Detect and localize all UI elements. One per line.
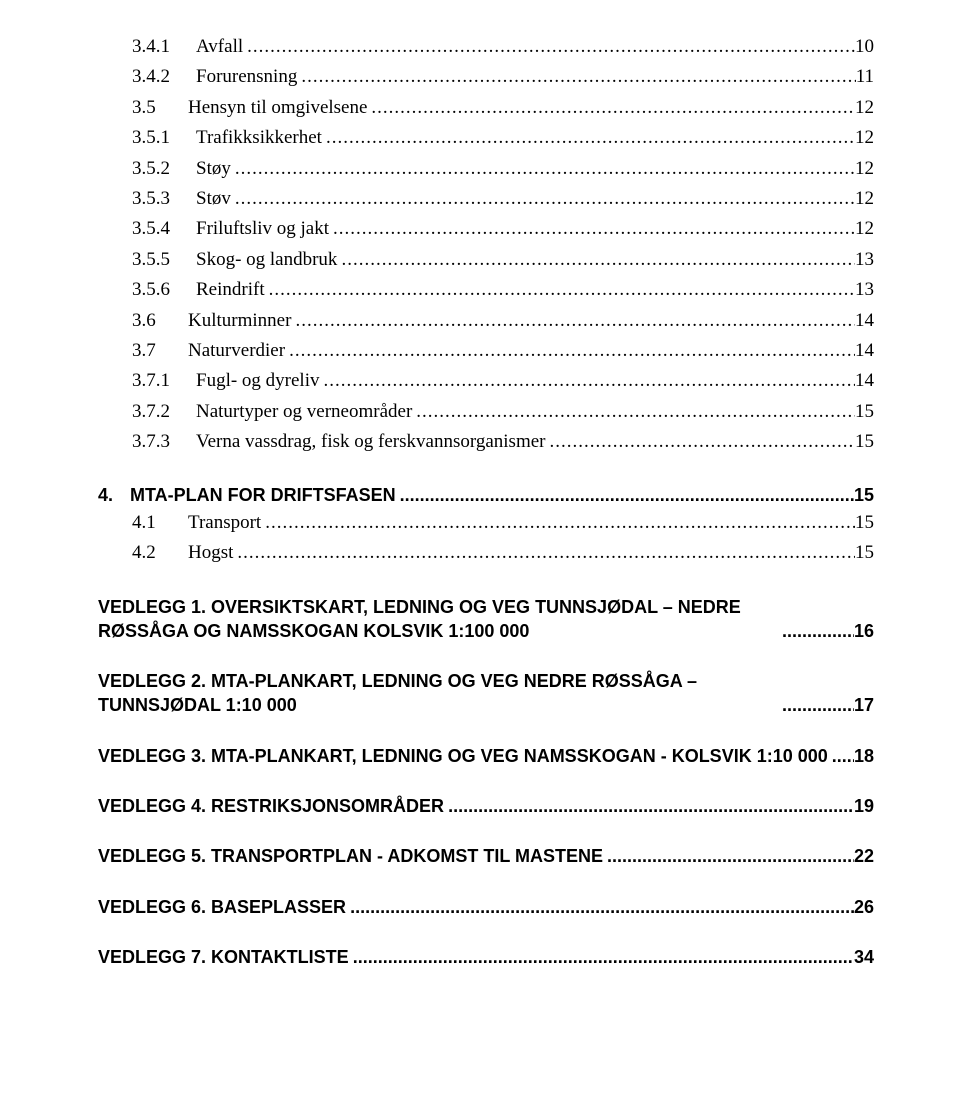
toc-label: 3.6Kulturminner xyxy=(98,306,291,336)
toc-leader xyxy=(322,123,855,153)
toc-entry: 3.5.1Trafikksikkerhet 12 xyxy=(98,123,874,153)
toc-label: 3.4.1Avfall xyxy=(98,32,243,62)
toc-entry: 3.5.5Skog- og landbruk 13 xyxy=(98,245,874,275)
toc-leader xyxy=(231,184,855,214)
toc-page-number: 15 xyxy=(854,483,874,507)
toc-leader xyxy=(337,245,855,275)
toc-page-number: 11 xyxy=(856,62,874,92)
toc-entry: 3.5.4Friluftsliv og jakt 12 xyxy=(98,214,874,244)
toc-leader xyxy=(778,619,854,643)
toc-page-number: 26 xyxy=(854,895,874,919)
toc-label: 3.5.4Friluftsliv og jakt xyxy=(98,214,329,244)
toc-entry: VEDLEGG 4. RESTRIKSJONSOMRÅDER 19 xyxy=(98,794,874,818)
toc-page-number: 16 xyxy=(854,619,874,643)
toc-label: 3.7.1Fugl- og dyreliv xyxy=(98,366,320,396)
toc-entry: 3.7.3Verna vassdrag, fisk og ferskvannso… xyxy=(98,427,874,457)
toc-page-number: 10 xyxy=(855,32,874,62)
toc-page-number: 15 xyxy=(855,427,874,457)
toc-leader xyxy=(828,744,854,768)
toc-label: 3.7Naturverdier xyxy=(98,336,285,366)
toc-label: 3.5.6Reindrift xyxy=(98,275,265,305)
toc-label: 3.5.5Skog- og landbruk xyxy=(98,245,337,275)
toc-leader xyxy=(320,366,856,396)
toc-page-number: 19 xyxy=(854,794,874,818)
toc-page-number: 14 xyxy=(855,366,874,396)
toc-leader xyxy=(349,945,854,969)
toc-label: VEDLEGG 4. RESTRIKSJONSOMRÅDER xyxy=(98,794,444,818)
toc-entry: 3.7.1Fugl- og dyreliv 14 xyxy=(98,366,874,396)
toc-entry: 3.7Naturverdier 14 xyxy=(98,336,874,366)
toc-page-number: 12 xyxy=(855,214,874,244)
toc-entry: VEDLEGG 5. TRANSPORTPLAN - ADKOMST TIL M… xyxy=(98,844,874,868)
toc-label: 4.1Transport xyxy=(98,508,261,538)
table-of-contents: 3.4.1Avfall103.4.2Forurensning113.5Hensy… xyxy=(98,32,874,969)
toc-label: 4.MTA-PLAN FOR DRIFTSFASEN xyxy=(98,483,396,507)
toc-entry: VEDLEGG 7. KONTAKTLISTE 34 xyxy=(98,945,874,969)
toc-label: 3.7.3Verna vassdrag, fisk og ferskvannso… xyxy=(98,427,545,457)
toc-leader xyxy=(603,844,854,868)
toc-page-number: 22 xyxy=(854,844,874,868)
toc-page-number: 13 xyxy=(855,245,874,275)
toc-label: VEDLEGG 3. MTA-PLANKART, LEDNING OG VEG … xyxy=(98,744,828,768)
toc-entry: 3.4.1Avfall 10 xyxy=(98,32,874,62)
toc-page-number: 15 xyxy=(855,397,874,427)
toc-entry: VEDLEGG 6. BASEPLASSER 26 xyxy=(98,895,874,919)
toc-label: 4.2Hogst xyxy=(98,538,233,568)
toc-page-number: 14 xyxy=(855,336,874,366)
toc-page-number: 15 xyxy=(855,538,874,568)
toc-entry: 3.5.6Reindrift 13 xyxy=(98,275,874,305)
toc-entry: VEDLEGG 3. MTA-PLANKART, LEDNING OG VEG … xyxy=(98,744,874,768)
toc-page-number: 17 xyxy=(854,693,874,717)
toc-label: 3.5Hensyn til omgivelsene xyxy=(98,93,367,123)
toc-entry: 4.1Transport 15 xyxy=(98,508,874,538)
toc-label: 3.7.2Naturtyper og verneområder xyxy=(98,397,412,427)
toc-leader xyxy=(291,306,855,336)
toc-page-number: 12 xyxy=(855,184,874,214)
toc-entry: 3.5Hensyn til omgivelsene 12 xyxy=(98,93,874,123)
toc-page-number: 13 xyxy=(855,275,874,305)
toc-entry: VEDLEGG 2. MTA-PLANKART, LEDNING OG VEG … xyxy=(98,669,874,718)
toc-entry: 3.6Kulturminner 14 xyxy=(98,306,874,336)
toc-entry: VEDLEGG 1. OVERSIKTSKART, LEDNING OG VEG… xyxy=(98,595,874,644)
toc-leader xyxy=(346,895,854,919)
toc-entry: 3.5.3Støv 12 xyxy=(98,184,874,214)
toc-leader xyxy=(261,508,855,538)
toc-label: 3.5.1Trafikksikkerhet xyxy=(98,123,322,153)
toc-leader xyxy=(285,336,855,366)
toc-leader xyxy=(396,483,854,507)
toc-label: 3.5.3Støv xyxy=(98,184,231,214)
toc-entry: 3.4.2Forurensning 11 xyxy=(98,62,874,92)
toc-page-number: 12 xyxy=(855,123,874,153)
toc-leader xyxy=(778,693,854,717)
toc-entry: 4.MTA-PLAN FOR DRIFTSFASEN 15 xyxy=(98,483,874,507)
toc-label: VEDLEGG 2. MTA-PLANKART, LEDNING OG VEG … xyxy=(98,669,778,718)
toc-leader xyxy=(297,62,855,92)
toc-label: 3.5.2Støy xyxy=(98,154,231,184)
toc-leader xyxy=(243,32,855,62)
toc-page-number: 34 xyxy=(854,945,874,969)
toc-leader xyxy=(265,275,855,305)
toc-entry: 3.5.2Støy 12 xyxy=(98,154,874,184)
toc-page-number: 12 xyxy=(855,93,874,123)
toc-leader xyxy=(329,214,855,244)
toc-leader xyxy=(412,397,855,427)
toc-page-number: 15 xyxy=(855,508,874,538)
toc-label: VEDLEGG 6. BASEPLASSER xyxy=(98,895,346,919)
toc-leader xyxy=(231,154,855,184)
toc-leader xyxy=(367,93,855,123)
toc-page-number: 12 xyxy=(855,154,874,184)
toc-page-number: 14 xyxy=(855,306,874,336)
toc-entry: 4.2Hogst 15 xyxy=(98,538,874,568)
toc-label: VEDLEGG 1. OVERSIKTSKART, LEDNING OG VEG… xyxy=(98,595,778,644)
toc-page-number: 18 xyxy=(854,744,874,768)
toc-entry: 3.7.2Naturtyper og verneområder 15 xyxy=(98,397,874,427)
toc-leader xyxy=(233,538,855,568)
toc-label: VEDLEGG 7. KONTAKTLISTE xyxy=(98,945,349,969)
toc-label: VEDLEGG 5. TRANSPORTPLAN - ADKOMST TIL M… xyxy=(98,844,603,868)
toc-leader xyxy=(545,427,855,457)
toc-leader xyxy=(444,794,854,818)
toc-label: 3.4.2Forurensning xyxy=(98,62,297,92)
